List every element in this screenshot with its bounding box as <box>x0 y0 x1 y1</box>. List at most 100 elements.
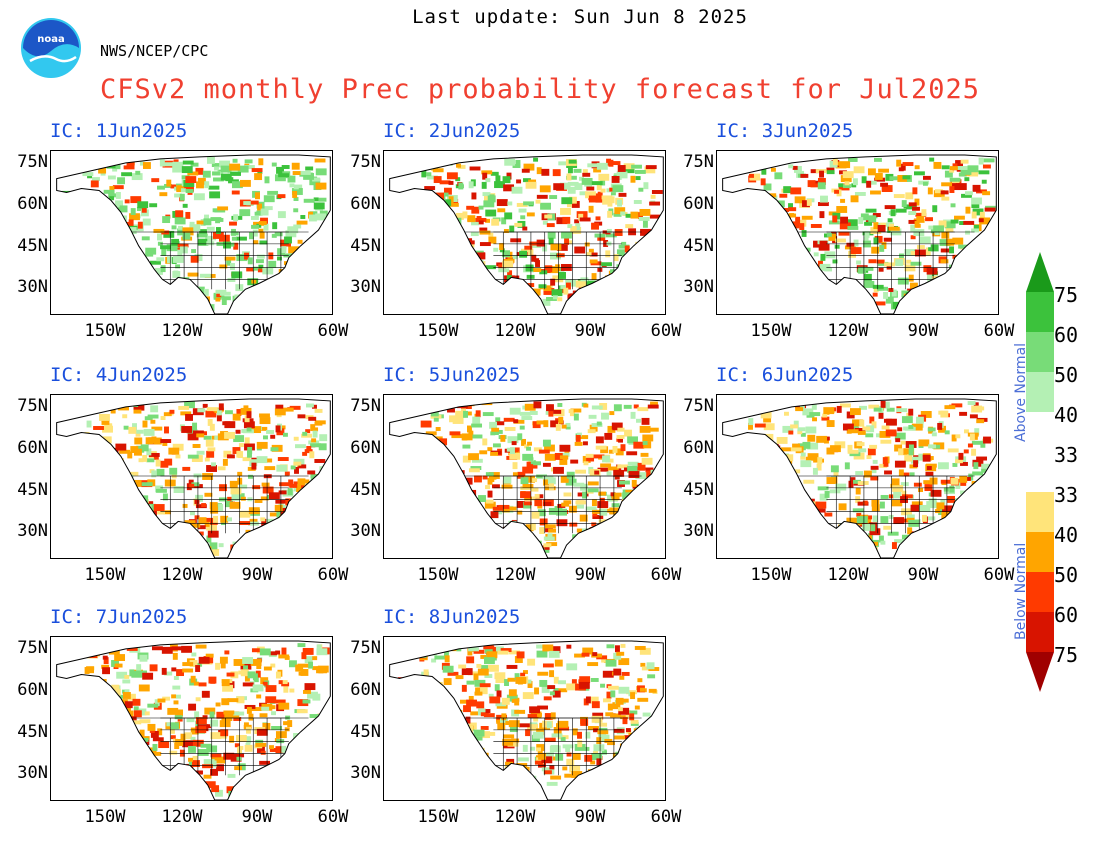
coastline <box>56 398 331 558</box>
coastline <box>389 640 664 800</box>
legend-color-box <box>1026 372 1054 412</box>
legend-color-box <box>1026 612 1054 652</box>
latitude-tick-label: 30N <box>683 277 714 297</box>
latitude-tick-label: 30N <box>683 521 714 541</box>
forecast-map-panel <box>50 150 333 315</box>
latitude-tick-label: 75N <box>350 638 381 658</box>
longitude-tick-label: 150W <box>750 321 792 341</box>
probability-cells <box>727 157 996 310</box>
longitude-tick-label: 60W <box>317 565 349 585</box>
forecast-map <box>56 640 331 800</box>
forecast-map-panel <box>50 636 333 801</box>
legend-color-box <box>1026 492 1054 532</box>
latitude-tick-label: 75N <box>17 152 48 172</box>
legend-value-label: 40 <box>1054 523 1079 547</box>
longitude-tick-label: 90W <box>241 565 273 585</box>
probability-cells <box>62 156 328 312</box>
coastline <box>722 154 997 314</box>
longitude-tick-label: 150W <box>84 321 126 341</box>
longitude-tick-label: 90W <box>574 807 606 827</box>
latitude-tick-label: 60N <box>350 438 381 458</box>
state-boundaries <box>110 231 309 290</box>
legend-color-box <box>1026 412 1054 452</box>
legend-color-box <box>1026 332 1054 372</box>
longitude-tick-label: 150W <box>750 565 792 585</box>
latitude-tick-label: 60N <box>683 438 714 458</box>
forecast-map <box>389 640 664 800</box>
longitude-tick-label: 120W <box>827 321 869 341</box>
longitude-tick-label: 60W <box>317 807 349 827</box>
probability-cells <box>727 400 995 554</box>
coastline <box>56 640 331 800</box>
latitude-tick-label: 75N <box>350 152 381 172</box>
latitude-tick-label: 60N <box>17 194 48 214</box>
latitude-tick-label: 45N <box>17 236 48 256</box>
ic-label: IC: 8Jun2025 <box>383 606 521 628</box>
longitude-tick-label: 120W <box>494 321 536 341</box>
latitude-tick-label: 60N <box>350 194 381 214</box>
forecast-map-panel <box>716 150 999 315</box>
coastline <box>389 398 664 558</box>
forecast-map <box>722 154 997 314</box>
legend-value-label: 60 <box>1054 603 1079 627</box>
latitude-tick-label: 45N <box>17 722 48 742</box>
legend-value-label: 75 <box>1054 643 1079 667</box>
latitude-tick-label: 60N <box>17 680 48 700</box>
longitude-tick-label: 60W <box>983 321 1015 341</box>
noaa-logo: noaa <box>21 18 81 78</box>
longitude-tick-label: 90W <box>574 321 606 341</box>
latitude-tick-label: 60N <box>350 680 381 700</box>
svg-text:noaa: noaa <box>37 34 65 45</box>
latitude-tick-label: 60N <box>683 194 714 214</box>
coastline <box>56 154 331 314</box>
latitude-tick-label: 30N <box>17 277 48 297</box>
legend-top-arrow <box>1026 252 1054 292</box>
latitude-tick-label: 60N <box>17 438 48 458</box>
legend-value-label: 40 <box>1054 403 1079 427</box>
organization-label: NWS/NCEP/CPC <box>100 42 209 60</box>
legend-value-label: 33 <box>1054 443 1079 467</box>
legend-value-label: 60 <box>1054 323 1079 347</box>
latitude-tick-label: 30N <box>350 521 381 541</box>
ic-label: IC: 6Jun2025 <box>716 364 854 386</box>
longitude-tick-label: 120W <box>827 565 869 585</box>
latitude-tick-label: 30N <box>17 521 48 541</box>
longitude-tick-label: 90W <box>241 321 273 341</box>
forecast-map <box>56 398 331 558</box>
forecast-map <box>389 398 664 558</box>
below-normal-label: Below Normal <box>1013 542 1029 640</box>
longitude-tick-label: 150W <box>84 807 126 827</box>
longitude-tick-label: 120W <box>161 807 203 827</box>
latitude-tick-label: 30N <box>350 763 381 783</box>
longitude-tick-label: 60W <box>650 807 682 827</box>
longitude-tick-label: 90W <box>907 321 939 341</box>
longitude-tick-label: 120W <box>494 807 536 827</box>
legend-color-box <box>1026 292 1054 332</box>
probability-cells <box>62 643 330 798</box>
legend-value-label: 75 <box>1054 283 1079 307</box>
legend-color-box <box>1026 532 1054 572</box>
longitude-tick-label: 120W <box>494 565 536 585</box>
forecast-map-panel <box>50 394 333 559</box>
longitude-tick-label: 120W <box>161 565 203 585</box>
probability-cells <box>395 643 660 798</box>
latitude-tick-label: 45N <box>350 480 381 500</box>
longitude-tick-label: 90W <box>907 565 939 585</box>
forecast-map <box>389 154 664 314</box>
ic-label: IC: 2Jun2025 <box>383 120 521 142</box>
probability-cells <box>395 157 663 312</box>
latitude-tick-label: 75N <box>17 638 48 658</box>
longitude-tick-label: 90W <box>574 565 606 585</box>
longitude-tick-label: 60W <box>650 321 682 341</box>
ic-label: IC: 7Jun2025 <box>50 606 188 628</box>
above-normal-label: Above Normal <box>1013 342 1029 442</box>
ic-label: IC: 1Jun2025 <box>50 120 188 142</box>
legend-value-label: 50 <box>1054 363 1079 387</box>
longitude-tick-label: 150W <box>417 807 459 827</box>
forecast-map-panel <box>383 636 666 801</box>
latitude-tick-label: 75N <box>683 152 714 172</box>
latitude-tick-label: 45N <box>350 722 381 742</box>
forecast-map <box>56 154 331 314</box>
ic-label: IC: 3Jun2025 <box>716 120 854 142</box>
longitude-tick-label: 60W <box>317 321 349 341</box>
